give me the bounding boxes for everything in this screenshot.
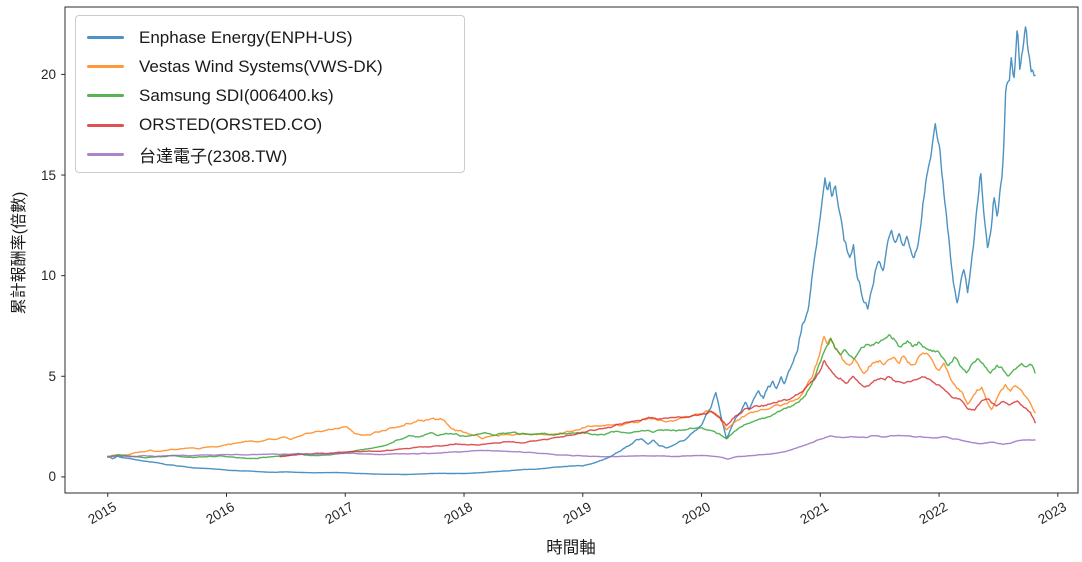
y-tick-label: 10 bbox=[40, 268, 56, 284]
legend-label: Enphase Energy(ENPH-US) bbox=[139, 27, 353, 47]
legend-item: Vestas Wind Systems(VWS-DK) bbox=[76, 52, 464, 81]
y-tick-label: 20 bbox=[40, 66, 56, 82]
legend-line-swatch bbox=[87, 65, 124, 69]
x-axis-title: 時間軸 bbox=[546, 539, 596, 557]
legend-line-swatch bbox=[87, 36, 124, 40]
legend-label: ORSTED(ORSTED.CO) bbox=[139, 115, 323, 135]
legend-item: ORSTED(ORSTED.CO) bbox=[76, 111, 464, 140]
legend-label: Samsung SDI(006400.ks) bbox=[139, 85, 334, 105]
legend-label: 台達電子(2308.TW) bbox=[139, 146, 288, 166]
legend-line-swatch bbox=[87, 123, 124, 127]
legend-line-swatch bbox=[87, 94, 124, 98]
legend-item: 台達電子(2308.TW) bbox=[76, 140, 464, 169]
legend-item: Enphase Energy(ENPH-US) bbox=[76, 23, 464, 52]
y-axis-title: 累計報酬率(倍數) bbox=[11, 191, 28, 315]
legend-item: Samsung SDI(006400.ks) bbox=[76, 81, 464, 110]
chart-legend: Enphase Energy(ENPH-US) Vestas Wind Syst… bbox=[75, 15, 465, 173]
legend-line-swatch bbox=[87, 152, 124, 156]
y-tick-label: 0 bbox=[48, 469, 56, 485]
y-tick-label: 15 bbox=[40, 167, 56, 183]
y-tick-label: 5 bbox=[48, 368, 56, 384]
legend-label: Vestas Wind Systems(VWS-DK) bbox=[139, 56, 383, 76]
